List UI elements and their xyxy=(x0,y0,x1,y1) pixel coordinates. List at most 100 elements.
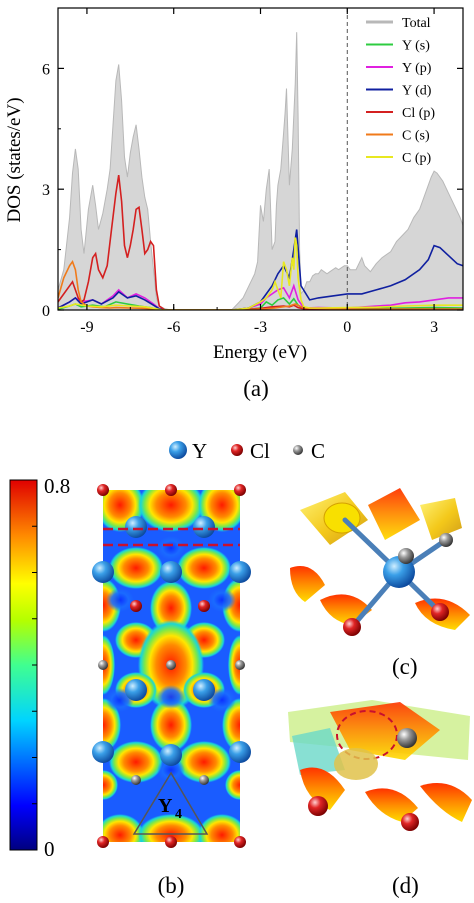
elf-low-region xyxy=(106,588,134,612)
y4-triangle xyxy=(132,771,209,835)
series-line-6 xyxy=(58,237,463,310)
elf-blob xyxy=(103,635,115,695)
elf-low-region xyxy=(208,688,236,712)
carbon-atom xyxy=(166,660,176,670)
atom-legend: Y Cl C xyxy=(169,439,325,463)
panel-label-c: (c) xyxy=(392,654,418,679)
legend-label: C (s) xyxy=(402,129,430,144)
colorbar-max-label: 0.8 xyxy=(44,474,70,498)
x-tick-label: -6 xyxy=(167,319,180,336)
iso-d-chlorine-atom-2 xyxy=(401,813,419,831)
elf-blob xyxy=(109,741,163,783)
legend-label: C (p) xyxy=(402,151,432,166)
iso-c-yttrium-atom xyxy=(383,556,415,588)
chlorine-atom xyxy=(234,836,246,848)
iso-d-core xyxy=(334,748,378,780)
elf-blob xyxy=(109,547,163,589)
chlorine-atom xyxy=(165,836,177,848)
dos-series-layer xyxy=(58,32,463,310)
legend-label: Y (d) xyxy=(402,84,432,99)
iso-c-lobe-3 xyxy=(420,498,462,540)
iso-c-chlorine-atom-2 xyxy=(343,618,361,636)
colorbar-ticks xyxy=(32,525,37,805)
dos-chart: -9 -6 -3 0 3 0 3 6 Energy (eV) DOS (states/eV)… xyxy=(4,7,464,401)
panel-label-a: (a) xyxy=(243,376,269,401)
yttrium-atom xyxy=(160,561,182,583)
elf-blob xyxy=(138,814,204,842)
legend-label: Y (s) xyxy=(402,39,430,54)
colorbar: 0.8 0 xyxy=(9,474,70,861)
iso-d-carbon-atom xyxy=(397,728,417,748)
carbon-atom xyxy=(98,660,108,670)
carbon-atom xyxy=(131,775,141,785)
y-axis-ticks: 0 3 6 xyxy=(42,7,463,320)
elf-blob xyxy=(138,490,204,532)
elf-blob xyxy=(150,698,192,752)
iso-d-chlorine-atom-1 xyxy=(308,796,328,816)
y-axis-label: DOS (states/eV) xyxy=(4,97,25,222)
chlorine-atom xyxy=(130,600,142,612)
iso-d-lobe-2 xyxy=(292,728,345,775)
x-axis-label: Energy (eV) xyxy=(213,342,307,363)
atom-legend-cl: Cl xyxy=(250,439,270,463)
x-tick-label: -9 xyxy=(80,319,93,336)
x-axis-ticks: -9 -6 -3 0 3 xyxy=(80,8,438,336)
elf-map-blobs xyxy=(103,490,240,842)
dos-legend: Total Y (s) Y (p) Y (d) Cl (p) C (s) C (p) xyxy=(366,16,435,166)
elf-low-region xyxy=(157,685,185,709)
yttrium-atom xyxy=(92,741,114,763)
elf-low-region xyxy=(157,758,185,782)
elf-map-atoms xyxy=(92,484,251,848)
chlorine-atom xyxy=(234,484,246,496)
legend-label: Y (p) xyxy=(402,61,432,76)
series-total-area xyxy=(58,32,463,310)
elf-map: Y 4 (b) xyxy=(92,484,251,898)
elf-blob xyxy=(228,635,240,695)
chlorine-atom xyxy=(97,484,109,496)
iso-c-lobe-4 xyxy=(290,566,325,602)
legend-label: Cl (p) xyxy=(402,106,435,121)
y-tick-label: 0 xyxy=(42,303,50,320)
atom-legend-y: Y xyxy=(192,439,207,463)
x-tick-label: 3 xyxy=(430,319,438,336)
panel-label-d: (d) xyxy=(392,873,419,898)
isosurface-d: (d) xyxy=(288,700,472,898)
colorbar-min-label: 0 xyxy=(44,837,55,861)
elf-blob xyxy=(150,581,192,635)
x-tick-label: 0 xyxy=(343,319,351,336)
elf-low-region xyxy=(208,588,236,612)
isosurface-c: (c) xyxy=(290,488,470,679)
yttrium-atom xyxy=(193,516,215,538)
yttrium-atom xyxy=(125,679,147,701)
elf-blob xyxy=(198,814,240,842)
elf-blob xyxy=(103,770,118,800)
series-line-2 xyxy=(58,283,463,310)
elf-blob xyxy=(177,547,231,589)
chlorine-atom xyxy=(198,600,210,612)
elf-blob xyxy=(177,741,231,783)
iso-d-lobe-3 xyxy=(300,767,345,810)
atom-legend-c: C xyxy=(311,439,325,463)
iso-c-carbon-atom-2 xyxy=(439,533,453,547)
iso-c-lobe-2 xyxy=(368,488,420,540)
x-tick-label: -3 xyxy=(254,319,267,336)
elf-low-region xyxy=(157,536,185,560)
yttrium-atom xyxy=(125,516,147,538)
elf-blob xyxy=(225,770,240,800)
iso-c-chlorine-atom-1 xyxy=(431,603,449,621)
y-tick-label: 6 xyxy=(42,61,50,78)
carbon-atom-icon xyxy=(293,445,303,455)
yttrium-atom xyxy=(229,741,251,763)
yttrium-atom xyxy=(92,561,114,583)
elf-blob xyxy=(222,698,240,752)
yttrium-atom xyxy=(193,679,215,701)
series-line-4 xyxy=(58,174,463,310)
elf-blob xyxy=(103,814,144,842)
y4-subscript: 4 xyxy=(175,807,182,822)
chlorine-atom-icon xyxy=(231,444,243,456)
carbon-atom xyxy=(199,775,209,785)
iso-d-lobe-4 xyxy=(365,788,418,822)
legend-label: Total xyxy=(402,16,431,31)
chlorine-atom xyxy=(97,836,109,848)
